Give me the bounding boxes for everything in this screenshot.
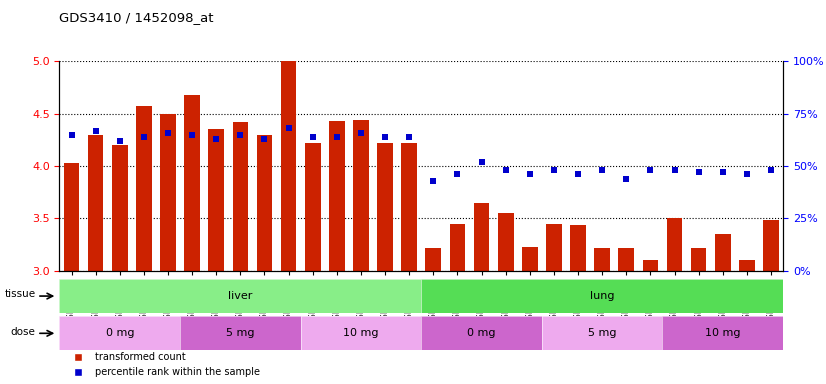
Bar — [208, 129, 224, 271]
Bar — [763, 220, 779, 271]
Point — [475, 159, 488, 165]
Point — [499, 167, 512, 173]
Bar — [281, 61, 297, 271]
Point — [548, 167, 561, 173]
Bar — [354, 120, 368, 271]
Bar — [329, 121, 344, 271]
Point — [89, 127, 102, 134]
Text: 10 mg: 10 mg — [344, 328, 378, 338]
Bar — [377, 143, 393, 271]
Point — [282, 125, 295, 131]
Point — [161, 129, 174, 136]
Bar — [474, 203, 489, 271]
Point — [451, 171, 464, 177]
Bar — [498, 213, 514, 271]
Point — [113, 138, 126, 144]
Point — [764, 167, 777, 173]
Point — [137, 134, 150, 140]
Point — [427, 178, 440, 184]
Bar — [88, 135, 103, 271]
Point — [740, 171, 753, 177]
Point — [378, 134, 392, 140]
Text: tissue: tissue — [4, 290, 36, 300]
Text: 0 mg: 0 mg — [106, 328, 134, 338]
Bar — [715, 234, 730, 271]
Text: 5 mg: 5 mg — [588, 328, 616, 338]
Point — [258, 136, 271, 142]
Point — [330, 134, 344, 140]
Bar — [522, 247, 538, 271]
Text: lung: lung — [590, 291, 615, 301]
Text: GDS3410 / 1452098_at: GDS3410 / 1452098_at — [59, 12, 214, 25]
Bar — [64, 163, 79, 271]
Bar — [643, 260, 658, 271]
Point — [234, 132, 247, 138]
Bar — [136, 106, 152, 271]
Bar — [184, 95, 200, 271]
Bar — [425, 248, 441, 271]
Bar — [257, 135, 273, 271]
Point — [572, 171, 585, 177]
Point — [620, 175, 633, 182]
Bar — [739, 260, 755, 271]
Bar — [667, 218, 682, 271]
Bar — [546, 223, 562, 271]
Point — [186, 132, 199, 138]
Bar — [595, 248, 610, 271]
Point — [402, 134, 415, 140]
Bar — [305, 143, 320, 271]
Point — [523, 171, 536, 177]
Text: 5 mg: 5 mg — [226, 328, 254, 338]
Point — [716, 169, 729, 175]
Bar — [449, 223, 465, 271]
Legend: transformed count, percentile rank within the sample: transformed count, percentile rank withi… — [64, 348, 264, 381]
Text: dose: dose — [11, 327, 36, 337]
Bar — [691, 248, 706, 271]
Text: 10 mg: 10 mg — [705, 328, 740, 338]
Text: 0 mg: 0 mg — [468, 328, 496, 338]
Point — [692, 169, 705, 175]
Bar — [401, 143, 417, 271]
Point — [668, 167, 681, 173]
Bar — [233, 122, 248, 271]
Bar — [112, 145, 127, 271]
Point — [643, 167, 657, 173]
Point — [306, 134, 320, 140]
Point — [210, 136, 223, 142]
Point — [596, 167, 609, 173]
Bar — [619, 248, 634, 271]
Text: liver: liver — [228, 291, 253, 301]
Point — [354, 129, 368, 136]
Bar — [160, 114, 176, 271]
Point — [65, 132, 78, 138]
Bar — [570, 225, 586, 271]
